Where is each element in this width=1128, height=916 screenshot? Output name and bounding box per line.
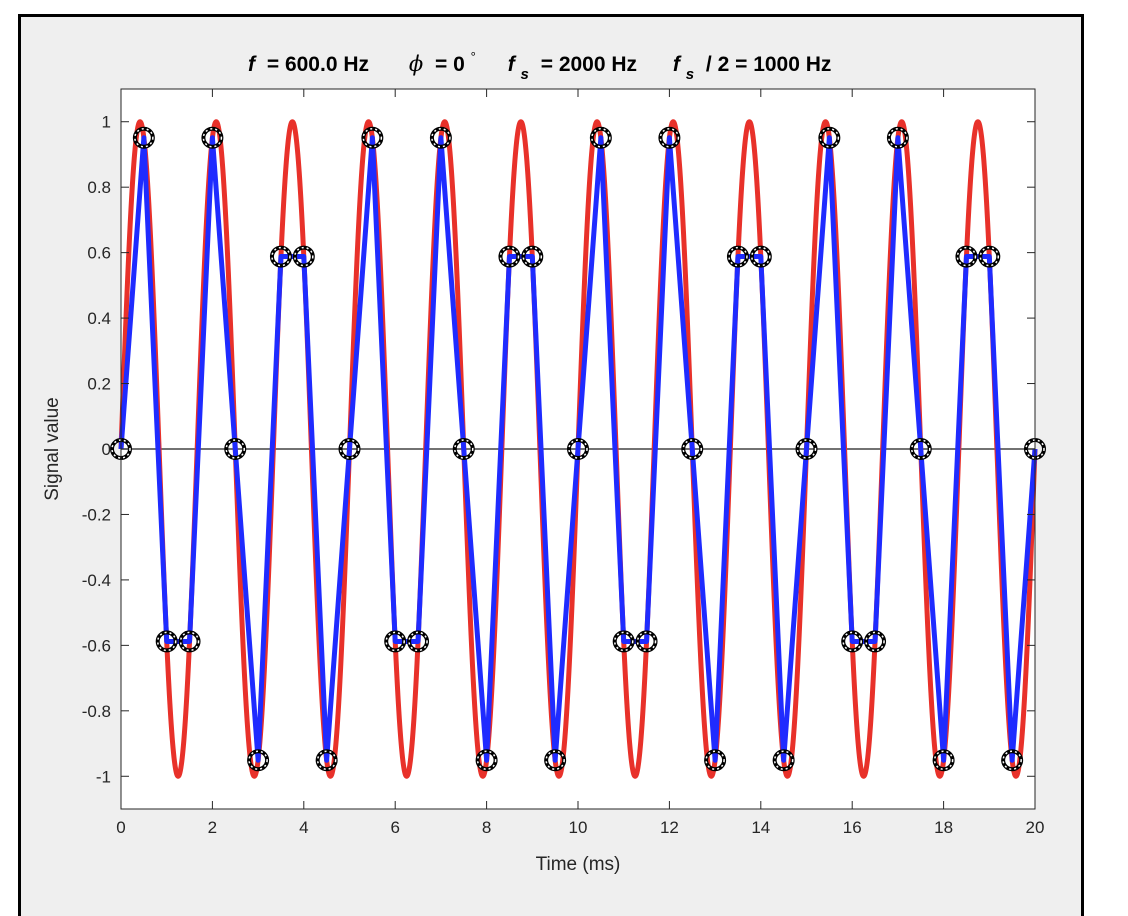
sample-marker: [155, 630, 178, 653]
x-tick-label: 16: [843, 818, 862, 837]
sample-marker: [269, 245, 292, 268]
x-tick-label: 4: [299, 818, 308, 837]
sample-marker: [635, 630, 658, 653]
title-f-label: f: [248, 53, 257, 76]
sample-marker: [521, 245, 544, 268]
sample-marker: [544, 749, 567, 772]
sample-marker: [681, 438, 704, 460]
title-phi-label: ϕ: [409, 52, 423, 76]
y-tick-label: 0.6: [87, 244, 111, 263]
title-nyq-value: / 2 = 1000 Hz: [706, 53, 832, 76]
sample-marker: [589, 126, 612, 149]
sample-marker: [407, 630, 430, 653]
x-tick-label: 0: [116, 818, 125, 837]
sampled-signal-line: [118, 135, 1038, 763]
x-tick-label: 2: [208, 818, 217, 837]
sample-marker: [818, 126, 841, 149]
sample-marker: [315, 749, 338, 772]
plot-series-group: [110, 119, 1046, 779]
sample-marker: [932, 749, 955, 772]
x-axis-label: Time (ms): [536, 854, 621, 875]
sample-marker: [178, 630, 201, 653]
y-tick-label: 0.4: [87, 309, 111, 328]
sample-marker: [384, 630, 407, 653]
chart-title: f = 600.0 Hz ϕ = 0 ° f s = 2000 Hz f s /…: [248, 43, 831, 84]
sample-marker: [567, 438, 589, 460]
y-tick-label: -1: [96, 767, 111, 786]
sample-marker: [452, 438, 475, 460]
sample-marker: [886, 126, 909, 149]
x-tick-label: 18: [934, 818, 953, 837]
sample-marker: [612, 630, 635, 653]
sample-marker: [749, 245, 772, 268]
axis-ticks: 0 2 4 6 8 10 12 14 16 18 20 -1 -0.8 -0.6 -0.4 -0.2 0 0.2 0…: [82, 89, 1045, 837]
sample-marker: [978, 245, 1001, 268]
sample-marker: [864, 630, 887, 653]
sample-marker: [795, 438, 818, 460]
x-tick-label: 6: [390, 818, 399, 837]
sample-marker: [841, 630, 864, 653]
y-tick-label: -0.2: [82, 505, 111, 524]
y-tick-label: -0.4: [82, 571, 111, 590]
y-tick-label: -0.8: [82, 702, 111, 721]
y-tick-label: 0.8: [87, 178, 111, 197]
x-tick-label: 12: [660, 818, 679, 837]
title-fs-label: f: [508, 53, 517, 76]
title-fs-sub: s: [521, 66, 529, 83]
sample-marker: [726, 245, 749, 268]
svg-text:f = 600.0 Hz ϕ: f = 600.0 Hz ϕ = 0 ° f s = 2000 Hz f s /…: [248, 43, 831, 84]
sample-marker: [201, 126, 224, 149]
sample-marker: [224, 438, 247, 460]
x-tick-label: 20: [1026, 818, 1045, 837]
sample-marker: [658, 126, 681, 149]
x-tick-label: 8: [482, 818, 491, 837]
sample-marker: [429, 126, 452, 149]
sample-marker: [955, 245, 978, 268]
title-fs-value: = 2000 Hz: [541, 53, 637, 76]
sample-marker: [498, 245, 521, 268]
y-axis-label: Signal value: [42, 397, 63, 501]
y-tick-label: 1: [102, 113, 111, 132]
sample-marker: [132, 126, 155, 149]
sample-marker: [704, 749, 727, 772]
x-tick-label: 10: [569, 818, 588, 837]
sample-marker: [292, 245, 315, 268]
sample-marker: [772, 749, 795, 772]
title-phi-value: = 0: [435, 53, 465, 76]
figure-window: f = 600.0 Hz ϕ = 0 ° f s = 2000 Hz f s /…: [18, 14, 1084, 916]
sample-marker: [247, 749, 270, 772]
y-tick-label: 0: [102, 440, 111, 459]
sample-marker: [475, 749, 498, 772]
sample-marker: [361, 126, 384, 149]
title-nyq-sub: s: [686, 66, 694, 83]
y-tick-label: 0.2: [87, 375, 111, 394]
title-f-value: = 600.0 Hz: [267, 53, 369, 76]
x-tick-label: 14: [751, 818, 770, 837]
title-nyq-label: f: [673, 53, 682, 76]
sample-marker: [1001, 749, 1024, 772]
sample-marker: [909, 438, 932, 460]
title-phi-superscript: °: [471, 49, 476, 64]
y-tick-label: -0.6: [82, 636, 111, 655]
sample-marker: [338, 438, 361, 460]
chart-svg: f = 600.0 Hz ϕ = 0 ° f s = 2000 Hz f s /…: [42, 43, 1046, 875]
